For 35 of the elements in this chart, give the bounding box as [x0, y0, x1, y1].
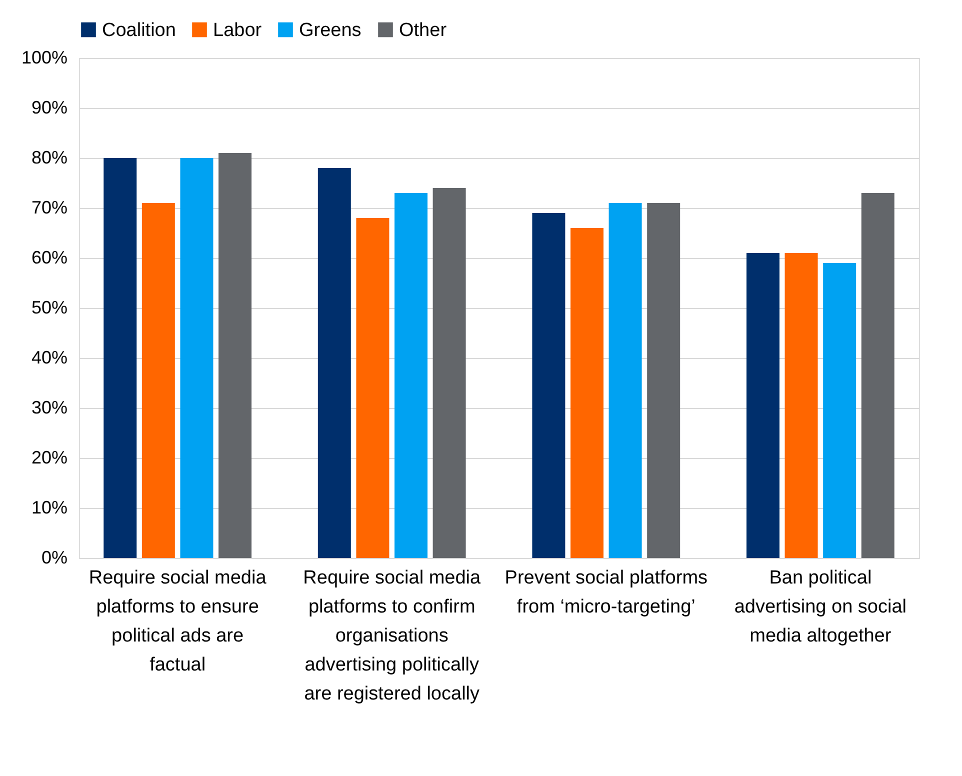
y-tick-label: 80% — [31, 148, 68, 168]
x-tick-label: Require social media platforms to confirm organisations advertising politically are registered locally — [303, 568, 481, 704]
bar — [823, 263, 856, 558]
y-tick-label: 90% — [31, 98, 68, 118]
bar — [356, 218, 390, 558]
bar — [570, 228, 604, 558]
y-tick-label: 10% — [31, 498, 68, 518]
bar — [746, 253, 780, 558]
legend-label: Labor — [213, 20, 262, 41]
y-tick-label: 30% — [31, 398, 68, 418]
y-tick-label: 100% — [21, 48, 68, 68]
x-tick-label: Prevent social platforms from ‘micro-targeting’ — [504, 568, 708, 618]
bar — [532, 213, 566, 558]
bar — [647, 203, 680, 558]
bar — [104, 158, 137, 558]
y-tick-label: 20% — [31, 448, 68, 468]
y-tick-label: 50% — [31, 298, 68, 318]
y-tick-label: 0% — [41, 548, 68, 568]
y-tick-label: 60% — [31, 248, 68, 268]
bar — [784, 253, 818, 558]
x-tick-label: Require social media platforms to ensure political ads are factual — [88, 568, 267, 676]
bar — [218, 153, 252, 558]
bar — [180, 158, 214, 558]
bar — [432, 188, 466, 558]
x-tick-label: Ban political advertising on social media altogether — [734, 568, 907, 646]
bar — [608, 203, 642, 558]
bar — [861, 193, 894, 558]
y-tick-label: 40% — [31, 348, 68, 368]
bar — [394, 193, 428, 558]
legend-label: Other — [399, 20, 448, 41]
bar — [318, 168, 351, 558]
legend-label: Greens — [299, 20, 362, 41]
bar — [142, 203, 175, 558]
y-tick-label: 70% — [31, 198, 68, 218]
legend-label: Coalition — [102, 20, 176, 41]
